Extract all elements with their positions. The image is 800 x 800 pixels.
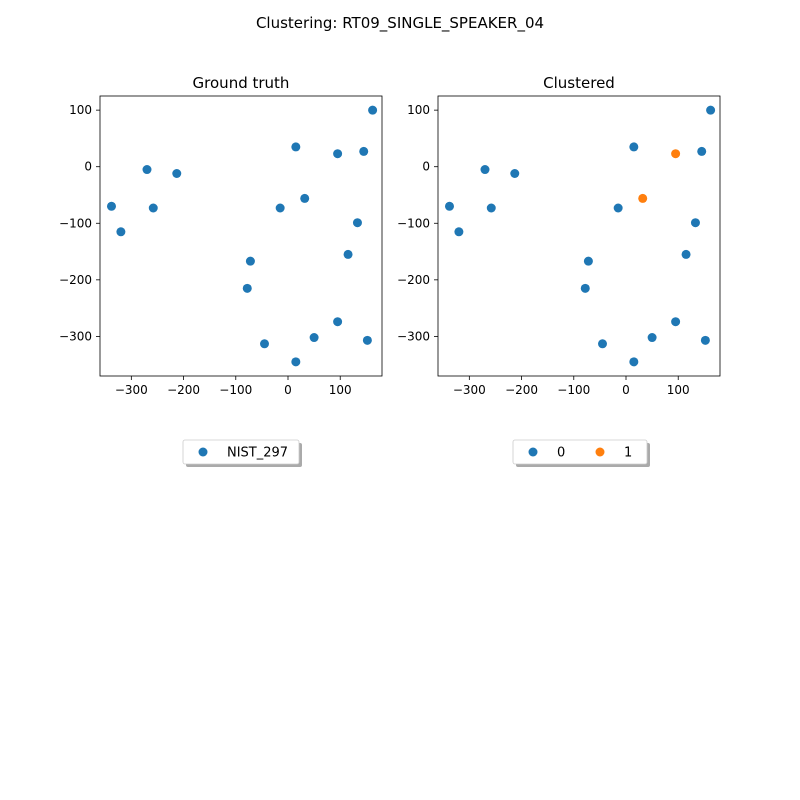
legend-box	[182, 439, 300, 465]
legend: NIST_297	[182, 439, 302, 467]
y-tick-label: −200	[59, 273, 92, 287]
y-tick-label: 100	[407, 103, 430, 117]
x-tick-label: 0	[622, 383, 630, 397]
y-tick-label: −300	[397, 329, 430, 343]
data-point-series-0	[242, 283, 252, 293]
data-point-series-0	[359, 146, 369, 156]
axes-frame	[99, 95, 383, 377]
x-tick-label: 100	[329, 383, 352, 397]
data-point-series-0	[172, 168, 182, 178]
scatter-panel-0: Ground truth −300 −200 −100 0 100 100 0 −100 −200…	[59, 74, 383, 467]
y-tick-label: 0	[84, 160, 92, 174]
legend-label: 0	[557, 446, 565, 461]
data-point-series-0	[598, 339, 607, 349]
y-tick-label: 0	[422, 160, 430, 174]
data-point-series-0	[106, 201, 116, 211]
data-point-series-0	[300, 193, 310, 203]
y-tick-label: −100	[59, 216, 92, 230]
data-point-series-0	[333, 149, 343, 159]
y-tick-label: −300	[59, 329, 92, 343]
data-point-series-0	[486, 203, 496, 213]
x-tick-label: −300	[453, 383, 486, 397]
y-tick-label: −100	[397, 216, 430, 230]
data-point-series-0	[275, 203, 285, 213]
data-point-series-0	[454, 227, 464, 237]
data-point-series-0	[510, 168, 520, 178]
x-tick-label: −100	[219, 383, 252, 397]
data-point-series-0	[142, 165, 152, 175]
axes-frame	[437, 95, 721, 377]
x-tick-label: −100	[557, 383, 590, 397]
legend-label: NIST_297	[227, 446, 288, 461]
data-point-series-0	[681, 249, 691, 259]
data-point-series-0	[647, 333, 657, 343]
x-tick-label: 100	[667, 383, 690, 397]
data-point-series-0	[291, 357, 301, 367]
panel-title: Ground truth	[193, 74, 290, 92]
data-point-series-0	[148, 203, 158, 213]
scatter-panel-1: Clustered−300 −200 −100 0 1001000−100−200−30…	[397, 74, 721, 467]
data-point-series-0	[444, 201, 454, 211]
data-point-series-0	[690, 218, 700, 228]
x-tick-label: −200	[505, 383, 538, 397]
x-tick-label: −200	[167, 383, 200, 397]
data-point-series-0	[333, 317, 343, 327]
data-point-series-0	[671, 317, 681, 327]
data-point-series-0	[700, 335, 710, 345]
data-point-series-0	[697, 146, 707, 156]
data-point-series-1	[671, 149, 681, 159]
data-point-series-0	[362, 335, 372, 345]
legend-label: 1	[624, 446, 632, 461]
data-point-series-0	[368, 105, 378, 115]
legend-marker	[528, 447, 538, 457]
data-point-series-0	[613, 203, 623, 213]
data-point-series-0	[480, 165, 490, 175]
data-point-series-0	[245, 256, 255, 266]
legend-marker	[198, 447, 208, 457]
data-point-series-0	[706, 105, 716, 115]
data-point-series-0	[629, 357, 639, 367]
panel-title: Clustered	[543, 74, 615, 92]
data-point-series-0	[291, 142, 301, 152]
legend-box	[512, 439, 648, 465]
y-tick-label: 100	[69, 103, 92, 117]
y-tick-label: −200	[397, 273, 430, 287]
data-point-series-0	[309, 333, 319, 343]
x-tick-label: 0	[284, 383, 292, 397]
data-point-series-0	[260, 339, 269, 349]
data-point-series-1	[638, 193, 648, 203]
data-point-series-0	[116, 227, 126, 237]
data-point-series-0	[580, 283, 590, 293]
x-tick-label: −300	[115, 383, 148, 397]
data-point-series-0	[352, 218, 362, 228]
figure-suptitle: Clustering: RT09_SINGLE_SPEAKER_04	[256, 14, 544, 33]
data-point-series-0	[343, 249, 353, 259]
data-point-series-0	[629, 142, 639, 152]
data-point-series-0	[583, 256, 593, 266]
legend-marker	[595, 447, 605, 457]
